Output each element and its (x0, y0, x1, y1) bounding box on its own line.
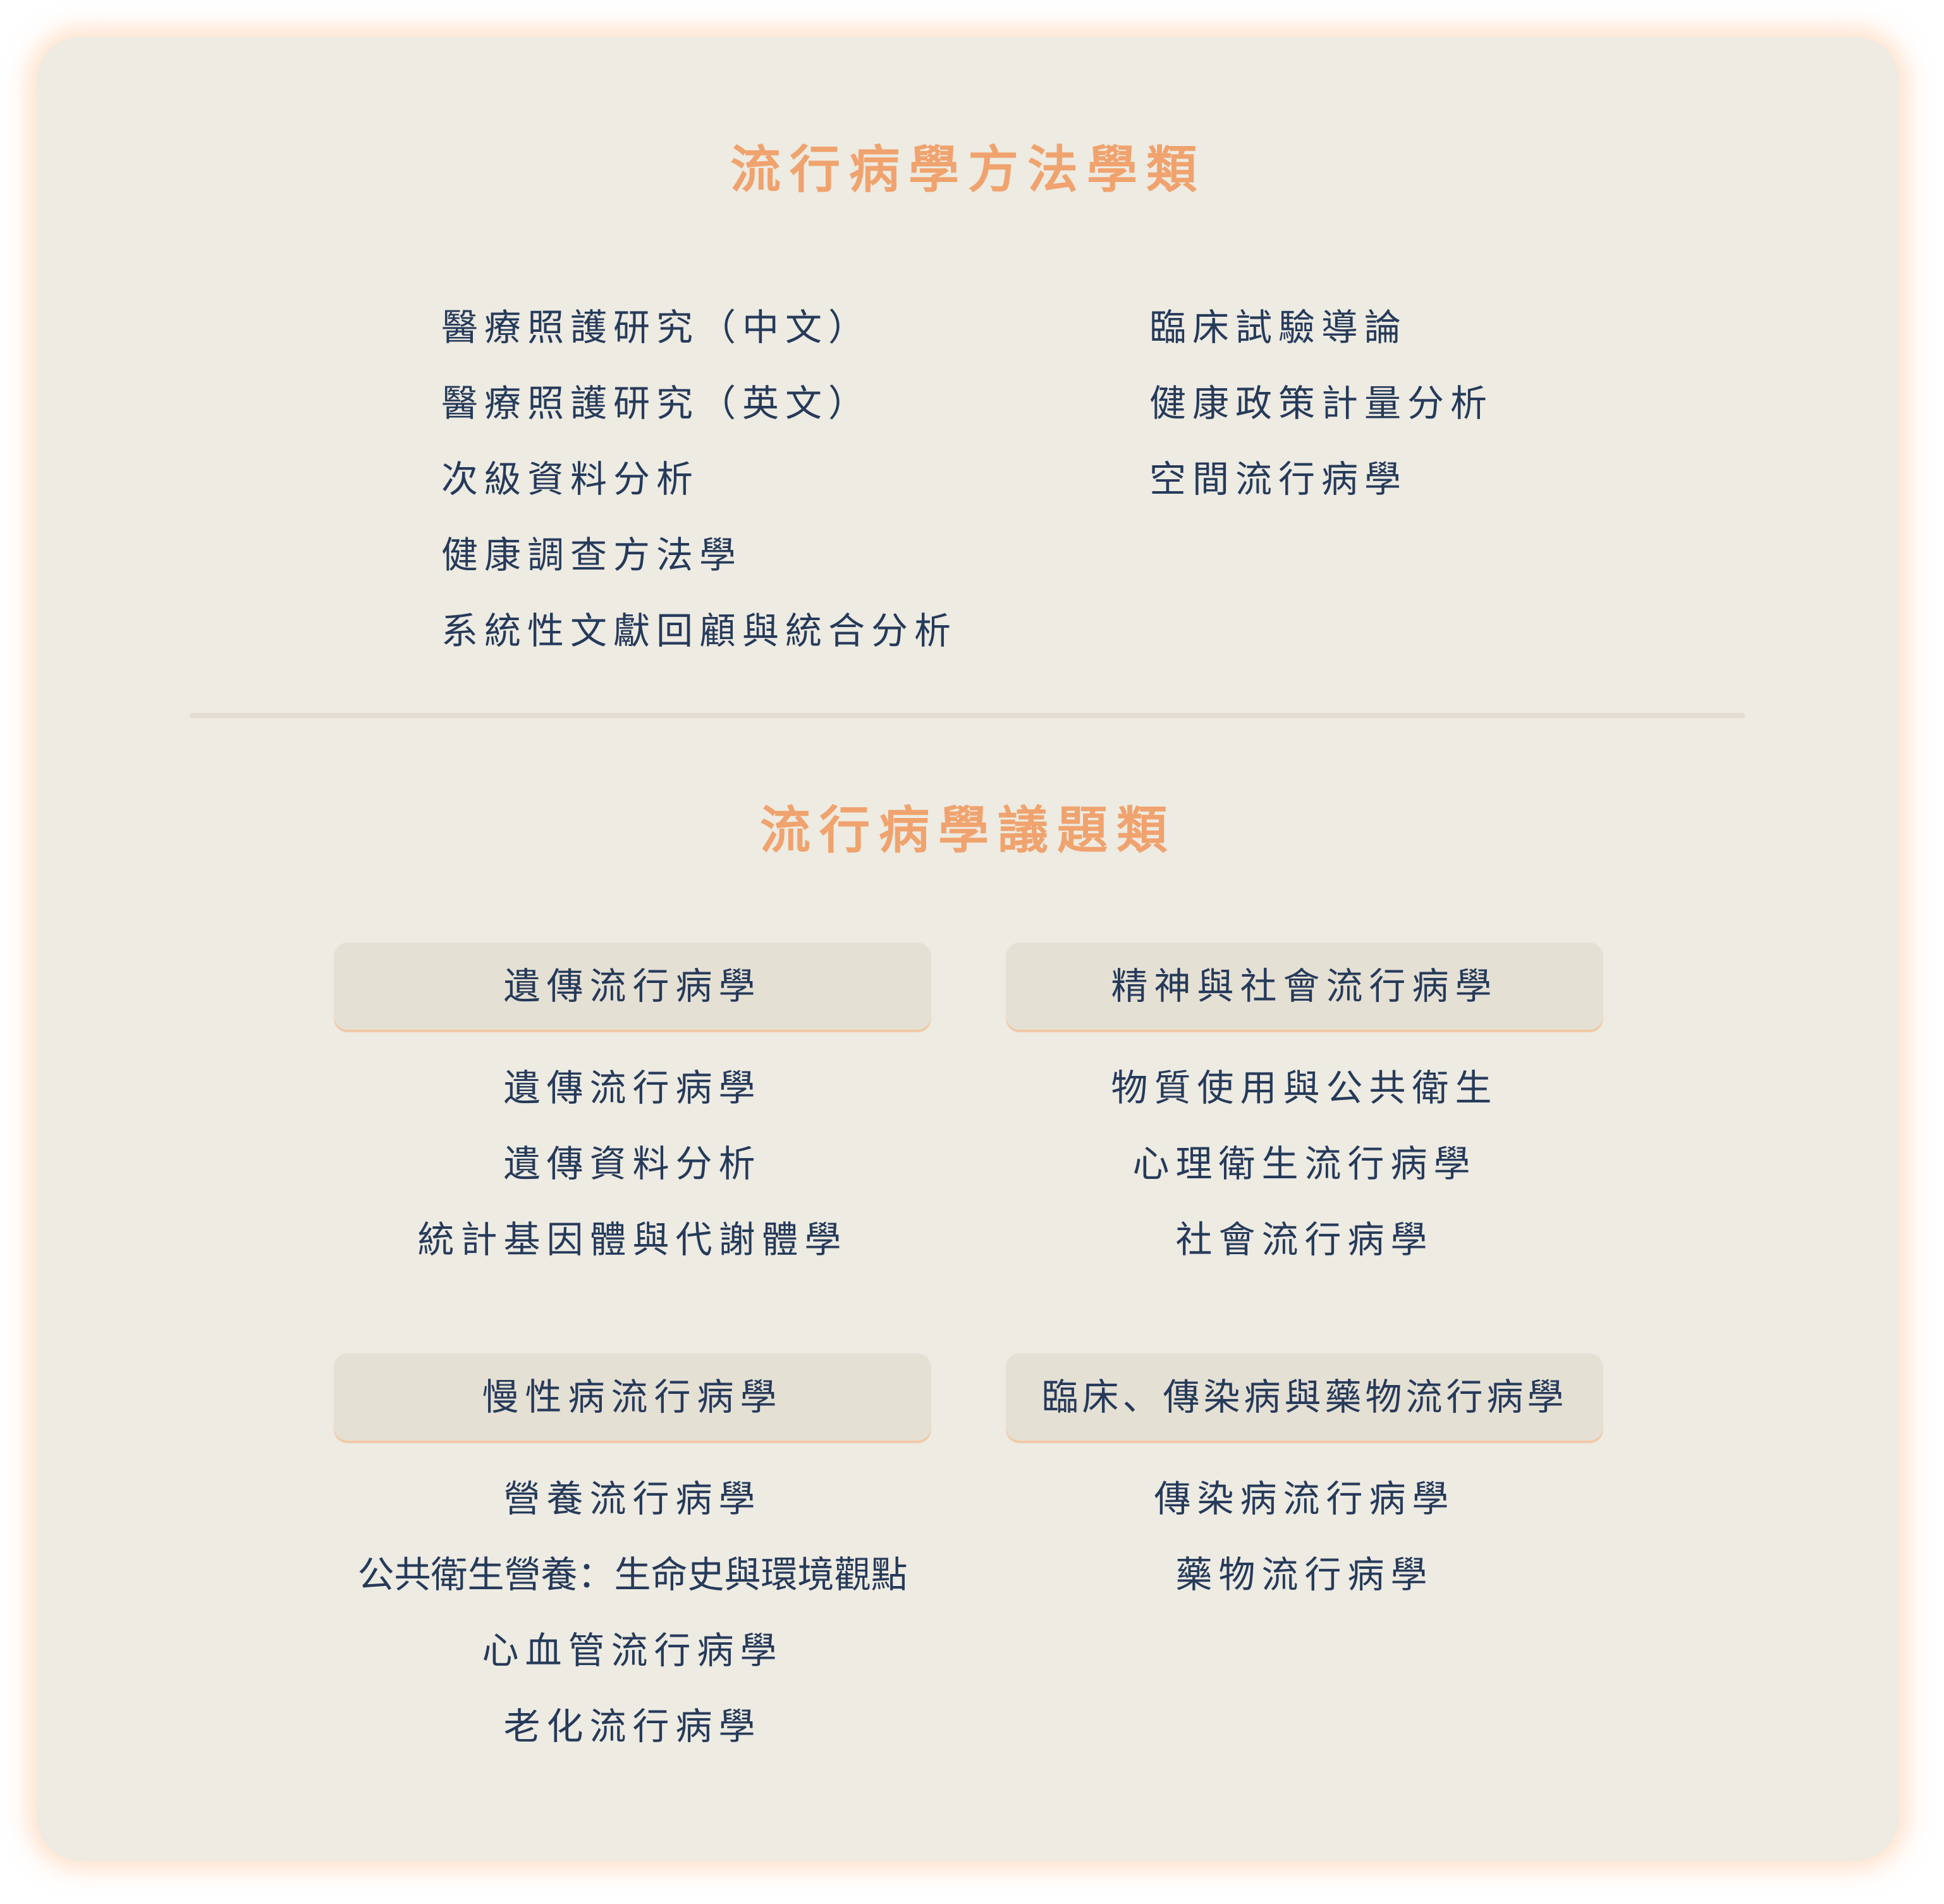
section-divider (190, 713, 1745, 718)
course-link[interactable]: 心血管流行病學 (482, 1629, 783, 1672)
topic-group-header: 慢性病流行病學 (334, 1353, 931, 1441)
course-category-card: 流行病學方法學類 醫療照護研究（中文） 醫療照護研究（英文） 次級資料分析 健康… (37, 37, 1899, 1861)
topic-group-items: 營養流行病學 公共衛生營養：生命史與環境觀點 心血管流行病學 老化流行病學 (334, 1461, 931, 1764)
course-link[interactable]: 社會流行病學 (1175, 1218, 1434, 1261)
course-link[interactable]: 營養流行病學 (503, 1477, 762, 1520)
course-link[interactable]: 物質使用與公共衛生 (1111, 1066, 1498, 1109)
course-link[interactable]: 健康政策計量分析 (1149, 382, 1494, 425)
topic-group-chronic: 慢性病流行病學 營養流行病學 公共衛生營養：生命史與環境觀點 心血管流行病學 老… (334, 1353, 931, 1764)
topic-group-header: 臨床、傳染病與藥物流行病學 (1006, 1353, 1603, 1441)
topic-group-clinical-infectious-drug: 臨床、傳染病與藥物流行病學 傳染病流行病學 藥物流行病學 (1006, 1353, 1603, 1613)
topic-group-genetic: 遺傳流行病學 遺傳流行病學 遺傳資料分析 統計基因體與代謝體學 (334, 943, 931, 1278)
course-link[interactable]: 醫療照護研究（中文） (441, 306, 872, 349)
course-link[interactable]: 藥物流行病學 (1175, 1553, 1434, 1596)
course-link[interactable]: 老化流行病學 (503, 1705, 762, 1748)
course-link[interactable]: 公共衛生營養：生命史與環境觀點 (357, 1553, 908, 1596)
course-link[interactable]: 健康調查方法學 (441, 534, 743, 577)
course-link[interactable]: 空間流行病學 (1149, 458, 1408, 501)
course-link[interactable]: 遺傳資料分析 (503, 1142, 762, 1185)
course-link[interactable]: 臨床試驗導論 (1149, 306, 1408, 349)
topic-group-items: 遺傳流行病學 遺傳資料分析 統計基因體與代謝體學 (334, 1050, 931, 1278)
methodology-left-list: 醫療照護研究（中文） 醫療照護研究（英文） 次級資料分析 健康調查方法學 系統性… (441, 290, 957, 669)
course-link[interactable]: 醫療照護研究（英文） (441, 382, 872, 425)
course-link[interactable]: 次級資料分析 (441, 458, 700, 501)
topic-group-psychiatric-social: 精神與社會流行病學 物質使用與公共衛生 心理衛生流行病學 社會流行病學 (1006, 943, 1603, 1278)
course-link[interactable]: 傳染病流行病學 (1154, 1477, 1455, 1520)
course-link[interactable]: 心理衛生流行病學 (1132, 1142, 1477, 1185)
topic-group-items: 傳染病流行病學 藥物流行病學 (1006, 1461, 1603, 1613)
topic-group-items: 物質使用與公共衛生 心理衛生流行病學 社會流行病學 (1006, 1050, 1603, 1278)
course-link[interactable]: 統計基因體與代謝體學 (417, 1218, 848, 1261)
course-link[interactable]: 系統性文獻回顧與統合分析 (441, 609, 958, 652)
course-link[interactable]: 遺傳流行病學 (503, 1066, 762, 1109)
methodology-section-title: 流行病學方法學類 (730, 140, 1206, 199)
topic-group-header: 精神與社會流行病學 (1006, 943, 1603, 1030)
topics-section-title: 流行病學議題類 (760, 800, 1176, 860)
methodology-right-list: 臨床試驗導論 健康政策計量分析 空間流行病學 (1149, 290, 1493, 517)
topic-group-header: 遺傳流行病學 (334, 943, 931, 1030)
